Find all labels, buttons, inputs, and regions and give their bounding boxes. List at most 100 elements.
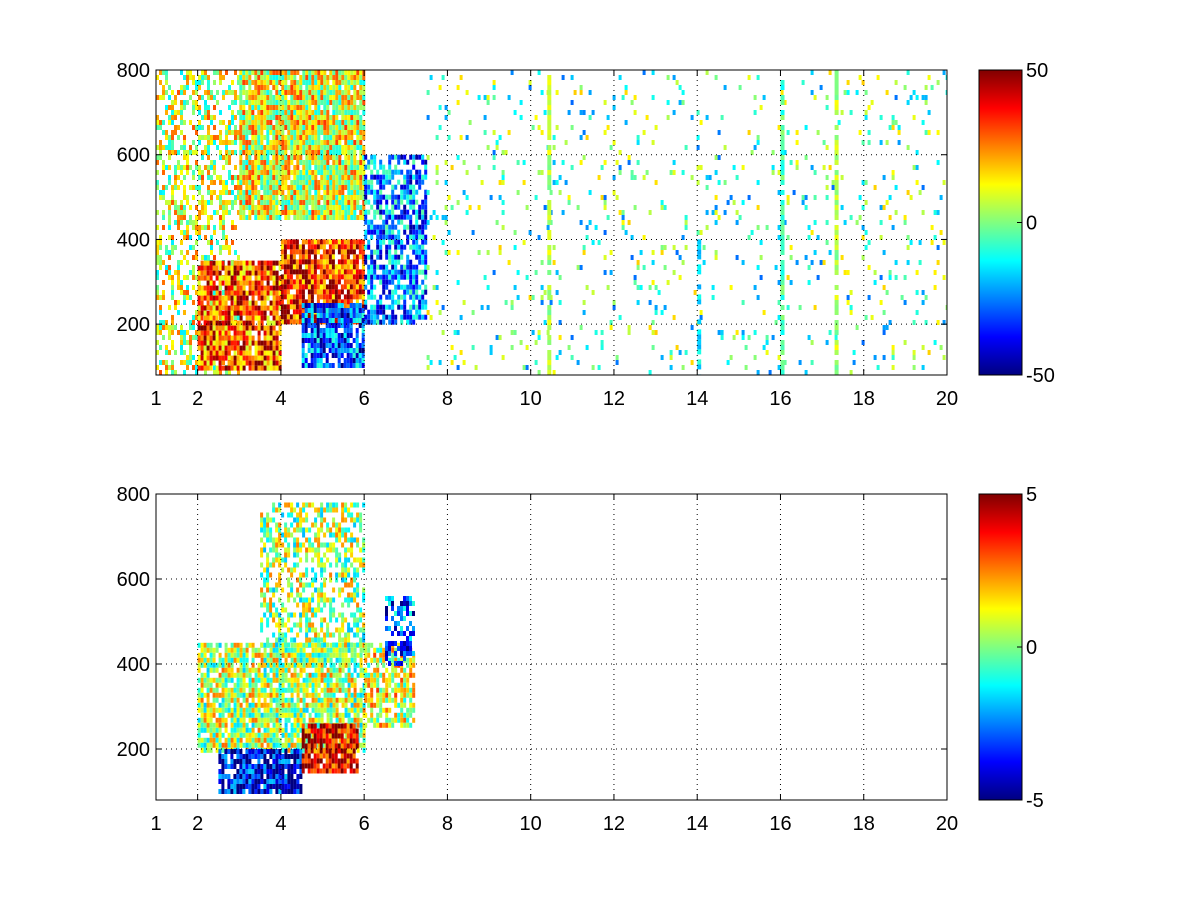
heatmap-cell [224,727,228,733]
heatmap-cell [183,350,186,355]
heatmap-cell [239,315,243,321]
heatmap-cell [287,145,291,150]
heatmap-streak-cell [547,210,552,215]
heatmap-cell [338,215,342,220]
heatmap-cell [272,290,276,296]
heatmap-cell [316,264,320,270]
heatmap-cell [338,175,342,180]
heatmap-cell [335,170,339,175]
heatmap-streak-cell [834,230,839,235]
heatmap-cell [224,667,228,673]
heatmap-cell [210,180,213,185]
heatmap-cell [361,274,365,280]
heatmap-streak-cell [697,349,702,355]
heatmap-cell [382,279,386,285]
heatmap-cell [858,130,862,135]
heatmap-cell [251,305,255,311]
heatmap-cell [275,180,279,185]
heatmap-cell [316,363,320,368]
heatmap-cell [210,90,213,95]
heatmap-streak-cell [834,190,839,195]
heatmap-cell [400,214,404,220]
heatmap-cell [197,290,201,296]
heatmap-cell [465,90,469,95]
heatmap-cell [358,353,362,358]
heatmap-streak-cell [780,145,785,150]
heatmap-cell [714,155,718,160]
heatmap-cell [162,325,165,330]
heatmap-cell [627,160,631,165]
heatmap-cell [882,250,886,255]
heatmap-cell [359,185,363,190]
heatmap-cell [765,340,769,345]
heatmap-cell [293,140,297,145]
heatmap-cell [301,284,305,290]
heatmap-cell [412,314,416,320]
heatmap-cell [263,210,267,215]
heatmap-cell [729,355,733,360]
heatmap-cell [346,244,350,250]
heatmap-cell [320,75,324,80]
heatmap-cell [257,345,261,351]
heatmap-cell [189,335,192,340]
heatmap-cell [301,279,305,285]
heatmap-cell [385,254,389,260]
heatmap-cell [206,682,210,688]
heatmap-cell [257,215,261,220]
heatmap-cell [278,355,282,361]
heatmap-cell [406,189,410,195]
heatmap-cell [305,155,309,160]
heatmap-cell [200,365,204,371]
heatmap-cell [269,200,273,205]
heatmap-cell [180,325,183,330]
heatmap-cell [275,170,279,175]
heatmap-cell [406,274,410,280]
heatmap-cell [251,365,255,371]
heatmap-cell [349,323,353,328]
heatmap-cell [239,105,243,110]
heatmap-cell [219,120,222,125]
heatmap-cell [296,110,300,115]
heatmap-cell [204,100,207,105]
heatmap-cell [328,338,332,343]
heatmap-cell [162,260,165,265]
heatmap-cell [717,330,721,335]
heatmap-cell [301,358,305,363]
heatmap-cell [316,308,320,313]
heatmap-cell [281,105,285,110]
heatmap-cell [212,742,216,748]
heatmap-cell [657,290,661,295]
heatmap-cell [225,145,228,150]
heatmap-cell [331,353,335,358]
heatmap-cell [168,165,171,170]
heatmap-cell [795,140,799,145]
heatmap-cell [424,159,428,165]
heatmap-cell [269,160,273,165]
heatmap-cell [263,360,267,366]
heatmap-cell [320,160,324,165]
heatmap-cell [313,363,317,368]
heatmap-cell [359,210,363,215]
heatmap-cell [322,289,326,295]
heatmap-cell [239,300,243,306]
heatmap-cell [218,642,222,648]
heatmap-cell [362,205,366,210]
heatmap-cell [507,260,511,265]
heatmap-cell [305,115,309,120]
heatmap-cell [903,85,907,90]
heatmap-cell [162,130,165,135]
heatmap-cell [409,219,413,225]
heatmap-cell [204,165,207,170]
heatmap-cell [248,275,252,281]
heatmap-cell [219,250,222,255]
heatmap-cell [314,115,318,120]
heatmap-streak-cell [547,325,552,330]
heatmap-cell [280,284,284,290]
heatmap-cell [346,259,350,265]
heatmap-cell [344,180,348,185]
heatmap-cell [292,284,296,290]
heatmap-cell [367,314,371,320]
heatmap-cell [361,249,365,255]
heatmap-cell [468,205,472,210]
heatmap-cell [189,345,192,350]
